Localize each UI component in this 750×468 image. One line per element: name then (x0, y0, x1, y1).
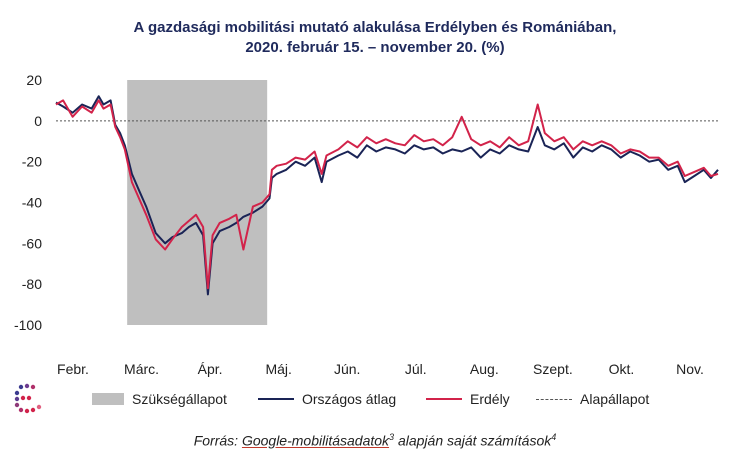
legend-label-erdely: Erdély (470, 391, 510, 407)
logo-icon (14, 383, 42, 414)
legend-swatch-orszagos (258, 398, 294, 400)
legend-label-szuksegallapot: Szükségállapot (132, 391, 227, 407)
legend-label-orszagos: Országos átlag (302, 391, 397, 407)
source-mid: alapján saját számítások (394, 432, 552, 449)
source-footnote-4: 4 (551, 432, 557, 442)
legend-item-alapallapot: Alapállapot (536, 388, 649, 410)
legend-item-orszagos: Országos átlag (258, 388, 396, 410)
legend-swatch-erdely (426, 398, 462, 400)
x-tick-label: Aug. (470, 361, 499, 377)
legend-label-alapallapot: Alapállapot (580, 391, 650, 407)
y-tick-label: -40 (22, 195, 42, 211)
y-tick-label: -80 (22, 276, 42, 292)
x-tick-label: Szept. (533, 361, 573, 377)
source-link[interactable]: Google-mobilitásadatok (241, 432, 390, 449)
legend-item-erdely: Erdély (426, 388, 510, 410)
series-line-orszagos (55, 95, 719, 296)
x-tick-label: Nov. (676, 361, 704, 377)
series-line-erdely (55, 99, 719, 290)
y-tick-label: -100 (14, 317, 42, 333)
y-tick-label: 20 (26, 72, 42, 88)
legend-swatch-shade (92, 393, 124, 405)
x-tick-label: Okt. (609, 361, 635, 377)
source-prefix: Forrás: (193, 432, 242, 449)
y-tick-label: -60 (22, 235, 42, 251)
x-tick-label: Máj. (265, 361, 291, 377)
source-footnote-3: 3 (389, 432, 395, 442)
shaded-region-szuksegallapot (127, 80, 268, 325)
y-tick-label: -20 (22, 154, 42, 170)
y-tick-label: 0 (34, 113, 42, 129)
line-chart: 20 0 -20 -40 -60 -80 -100 Febr. Márc. Ápr. Máj. Jú… (14, 72, 719, 377)
chart-legend: Szükségállapot Országos átlag Erdély Ala… (0, 388, 750, 410)
x-tick-label: Jún. (334, 361, 360, 377)
x-tick-label: Febr. (57, 361, 89, 377)
chart-title: A gazdasági mobilitási mutató alakulása … (0, 18, 750, 58)
legend-item-szuksegallapot: Szükségállapot (92, 388, 227, 410)
chart-title-line2: 2020. február 15. – november 20. (%) (245, 39, 505, 56)
x-tick-label: Márc. (124, 361, 159, 377)
source-note: Forrás: Google-mobilitásadatok3 alapján … (0, 432, 750, 449)
legend-swatch-alapallapot (536, 398, 572, 400)
chart-title-line1: A gazdasági mobilitási mutató alakulása … (133, 19, 617, 36)
x-tick-label: Ápr. (198, 361, 223, 377)
x-tick-label: Júl. (405, 361, 427, 377)
